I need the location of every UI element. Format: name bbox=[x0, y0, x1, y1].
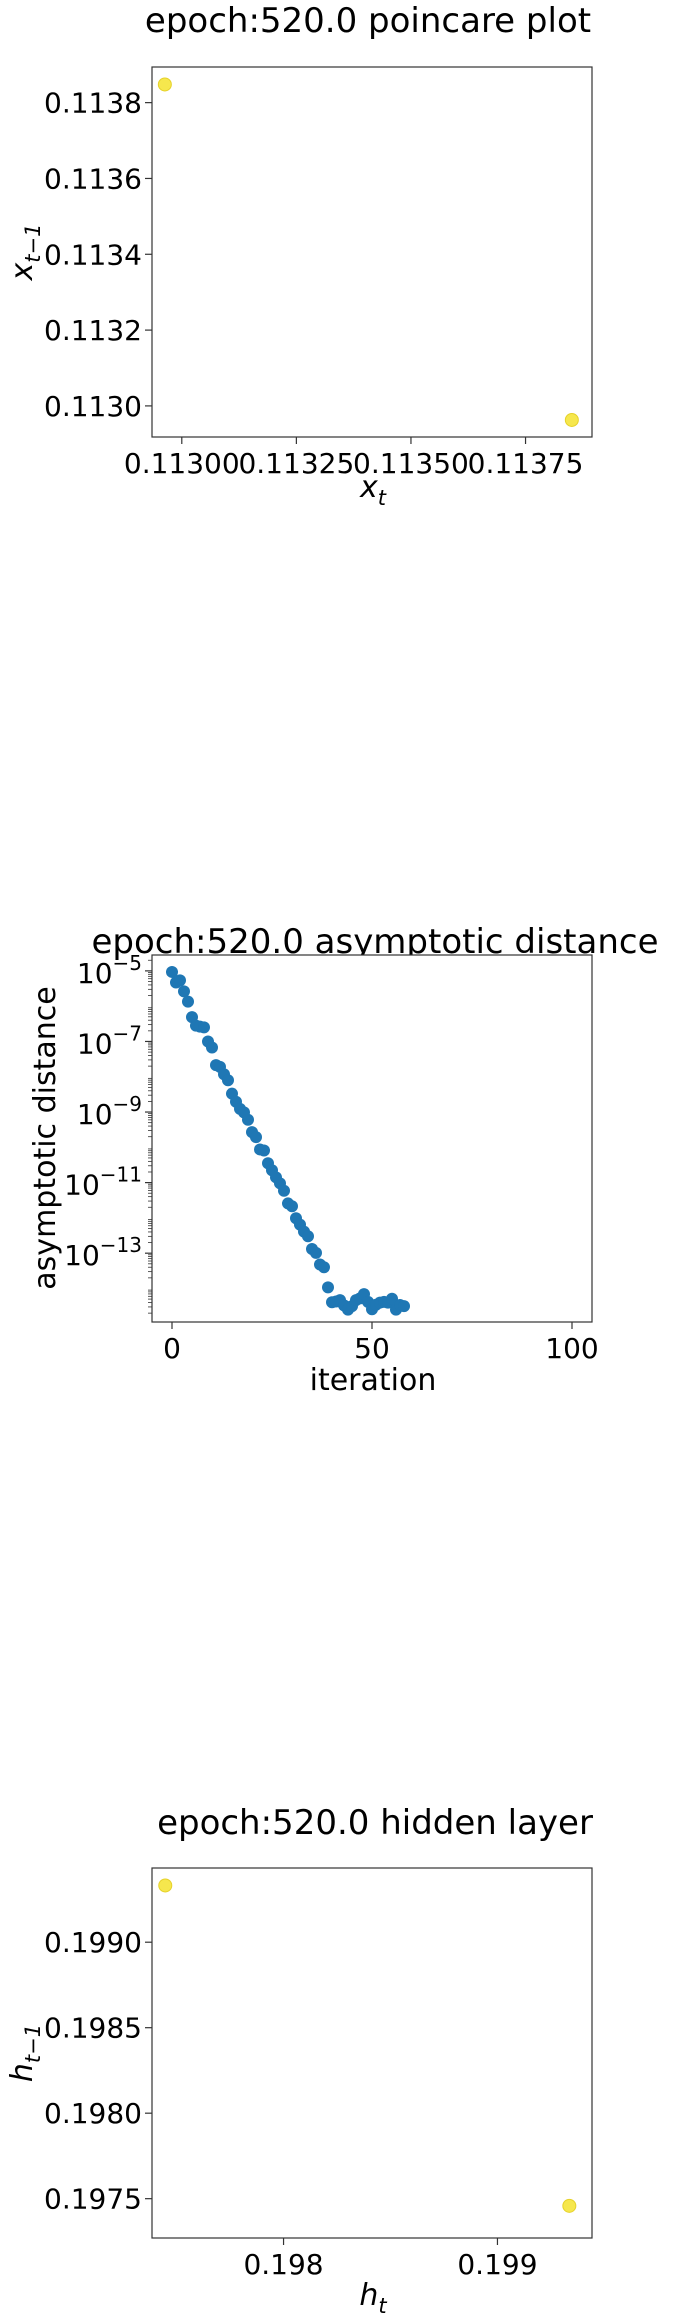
asymptotic-point bbox=[310, 1246, 322, 1259]
asymptotic-point bbox=[386, 1292, 398, 1305]
asymptotic-ytick-label: 10−11 bbox=[64, 1163, 142, 1202]
asymptotic-point bbox=[182, 995, 194, 1008]
hidden-xlabel: ht bbox=[359, 2278, 387, 2318]
poincare-ytick-label: 0.1134 bbox=[44, 238, 142, 271]
asymptotic-point bbox=[206, 1041, 218, 1054]
poincare-point bbox=[564, 412, 579, 427]
asymptotic-xtick-label: 0 bbox=[163, 1332, 181, 1365]
hidden-ytick-label: 0.1985 bbox=[44, 2012, 142, 2045]
asymptotic-point bbox=[166, 965, 178, 978]
hidden-ytick-label: 0.1975 bbox=[44, 2183, 142, 2216]
hidden-layer-chart: epoch:520.0 hidden layer 0.198 0.199 0.197… bbox=[5, 1803, 593, 2318]
asymptotic-ytick-label: 10−7 bbox=[77, 1021, 142, 1060]
poincare-ytick-label: 0.1136 bbox=[44, 162, 142, 195]
asymptotic-point bbox=[242, 1113, 254, 1126]
poincare-title: epoch:520.0 poincare plot bbox=[145, 1, 591, 41]
hidden-xtick-label: 0.199 bbox=[457, 2248, 537, 2281]
poincare-xtick-label: 0.11375 bbox=[468, 447, 584, 480]
asymptotic-point bbox=[278, 1184, 290, 1197]
hidden-point bbox=[158, 1878, 173, 1893]
asymptotic-point bbox=[302, 1230, 314, 1243]
hidden-plot-area bbox=[151, 1867, 593, 2239]
asymptotic-ytick-label: 10−13 bbox=[64, 1233, 142, 1272]
hidden-xtick-label: 0.198 bbox=[243, 2248, 323, 2281]
poincare-xtick-label: 0.11325 bbox=[238, 447, 354, 480]
poincare-xtick-label: 0.11350 bbox=[353, 447, 469, 480]
asymptotic-point bbox=[398, 1300, 410, 1313]
asymptotic-point bbox=[286, 1200, 298, 1213]
asymptotic-point bbox=[178, 985, 190, 998]
hidden-title: epoch:520.0 hidden layer bbox=[157, 1803, 593, 1843]
poincare-ytick-label: 0.1130 bbox=[44, 390, 142, 423]
asymptotic-point bbox=[222, 1074, 234, 1087]
asymptotic-point bbox=[258, 1144, 270, 1157]
hidden-point bbox=[562, 2198, 577, 2213]
poincare-chart: epoch:520.0 poincare plot 0.113000.11325… bbox=[5, 1, 593, 510]
hidden-ytick-label: 0.1980 bbox=[44, 2097, 142, 2130]
hidden-ytick-label: 0.1990 bbox=[44, 1926, 142, 1959]
asymptotic-ylabel: asymptotic distance bbox=[28, 986, 63, 1289]
poincare-xlabel: xt bbox=[359, 470, 387, 510]
hidden-ylabel: ht−1 bbox=[5, 2024, 45, 2082]
poincare-plot-area bbox=[151, 66, 593, 438]
poincare-point bbox=[157, 77, 172, 92]
poincare-ytick-label: 0.1132 bbox=[44, 314, 142, 347]
asymptotic-plot-area bbox=[151, 954, 593, 1323]
asymptotic-xtick-label: 100 bbox=[545, 1332, 598, 1365]
asymptotic-point bbox=[250, 1131, 262, 1144]
poincare-xtick-label: 0.11300 bbox=[124, 447, 240, 480]
asymptotic-ytick-label: 10−9 bbox=[77, 1092, 142, 1131]
asymptotic-point bbox=[318, 1261, 330, 1274]
asymptotic-point bbox=[174, 974, 186, 987]
poincare-ylabel: xt−1 bbox=[5, 224, 45, 282]
asymptotic-xlabel: iteration bbox=[310, 1363, 437, 1398]
asymptotic-point bbox=[322, 1281, 334, 1294]
poincare-ytick-label: 0.1138 bbox=[44, 87, 142, 120]
asymptotic-point bbox=[198, 1021, 210, 1034]
asymptotic-xtick-label: 50 bbox=[354, 1332, 390, 1365]
asymptotic-ytick-label: 10−5 bbox=[77, 951, 142, 990]
asymptotic-distance-chart: epoch:520.0 asymptotic distance 0 50 10010… bbox=[28, 922, 659, 1398]
